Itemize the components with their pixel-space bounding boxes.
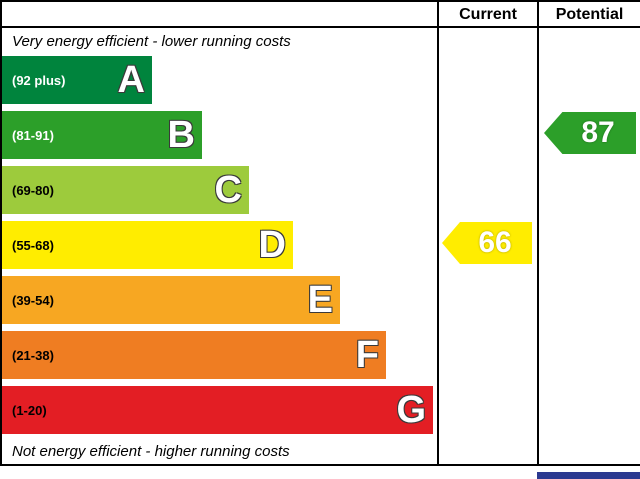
band-row-e: (39-54) E xyxy=(2,276,437,324)
band-range-label: (81-91) xyxy=(12,127,54,143)
band-range-label: (69-80) xyxy=(12,182,54,198)
current-column-header: Current xyxy=(459,6,517,23)
band-row-g: (1-20) G xyxy=(2,386,437,434)
band-row-f: (21-38) F xyxy=(2,331,437,379)
band-letter: D xyxy=(258,224,286,266)
band-bar-a: (92 plus) A xyxy=(2,56,152,104)
band-bar-d: (55-68) D xyxy=(2,221,293,269)
band-bar-g: (1-20) G xyxy=(2,386,433,434)
band-row-d: (55-68) D xyxy=(2,221,437,269)
bottom-border xyxy=(0,464,640,466)
rating-bands: (92 plus) A (81-91) B (69-80) C (55-68) … xyxy=(2,56,437,441)
current-rating-arrow: 66 xyxy=(442,222,532,264)
top-border xyxy=(0,0,640,2)
band-letter: G xyxy=(396,389,426,431)
band-bar-b: (81-91) B xyxy=(2,111,202,159)
band-range-label: (55-68) xyxy=(12,237,54,253)
band-letter: C xyxy=(214,169,242,211)
potential-rating-arrow: 87 xyxy=(544,112,636,154)
bottom-efficiency-note: Not energy efficient - higher running co… xyxy=(12,443,290,460)
band-row-c: (69-80) C xyxy=(2,166,437,214)
current-rating-value: 66 xyxy=(478,226,512,259)
header-divider-line xyxy=(0,26,640,28)
band-range-label: (1-20) xyxy=(12,402,47,418)
potential-rating-value: 87 xyxy=(581,116,615,149)
band-range-label: (92 plus) xyxy=(12,72,66,88)
potential-column-header: Potential xyxy=(555,6,624,23)
band-range-label: (21-38) xyxy=(12,347,54,363)
band-row-a: (92 plus) A xyxy=(2,56,437,104)
band-row-b: (81-91) B xyxy=(2,111,437,159)
top-efficiency-note: Very energy efficient - lower running co… xyxy=(12,33,291,50)
current-column-divider xyxy=(437,0,439,466)
band-letter: F xyxy=(355,334,379,376)
band-letter: B xyxy=(167,114,195,156)
band-range-label: (39-54) xyxy=(12,292,54,308)
band-letter: A xyxy=(117,59,145,101)
band-bar-e: (39-54) E xyxy=(2,276,340,324)
band-letter: E xyxy=(307,279,333,321)
eu-directive-box-partial xyxy=(537,472,640,479)
potential-column-divider xyxy=(537,0,539,466)
left-border xyxy=(0,0,2,466)
band-bar-c: (69-80) C xyxy=(2,166,249,214)
band-bar-f: (21-38) F xyxy=(2,331,386,379)
